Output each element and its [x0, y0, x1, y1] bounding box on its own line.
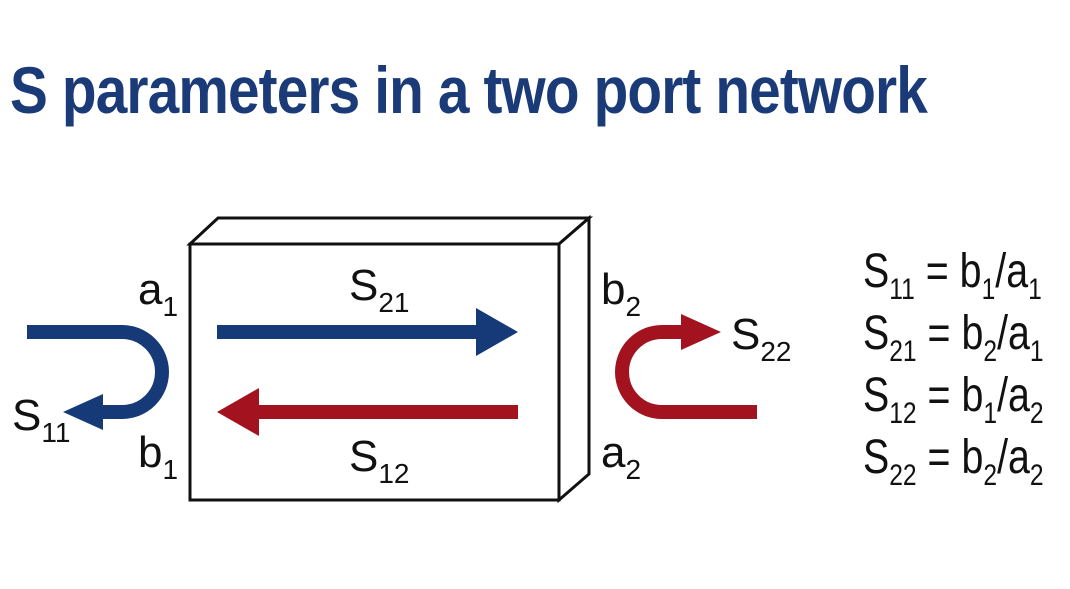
equation-s22: S22 = b2/a2	[863, 431, 1044, 492]
box-side-face	[557, 214, 591, 504]
label-b1: b1	[138, 428, 178, 485]
box-top-face	[186, 216, 594, 246]
equation-s11: S11 = b1/a1	[863, 245, 1042, 306]
s12-reverse-arrow	[217, 388, 518, 436]
label-a2: a2	[601, 428, 641, 485]
box-front-face	[188, 242, 561, 502]
label-a1: a1	[138, 265, 178, 322]
s11-reflection-hook	[27, 325, 169, 430]
s22-reflection-hook	[615, 314, 757, 419]
label-s21: S21	[349, 261, 410, 318]
label-b2: b2	[601, 265, 641, 322]
equation-s12: S12 = b1/a2	[863, 369, 1044, 430]
label-s22: S22	[731, 310, 792, 367]
label-s12: S12	[349, 432, 410, 489]
equation-s21: S21 = b2/a1	[863, 307, 1044, 368]
s21-forward-arrow	[217, 308, 518, 356]
two-port-network-box	[186, 214, 594, 504]
page-title: S parameters in a two port network	[10, 53, 928, 127]
label-s11: S11	[12, 391, 70, 448]
